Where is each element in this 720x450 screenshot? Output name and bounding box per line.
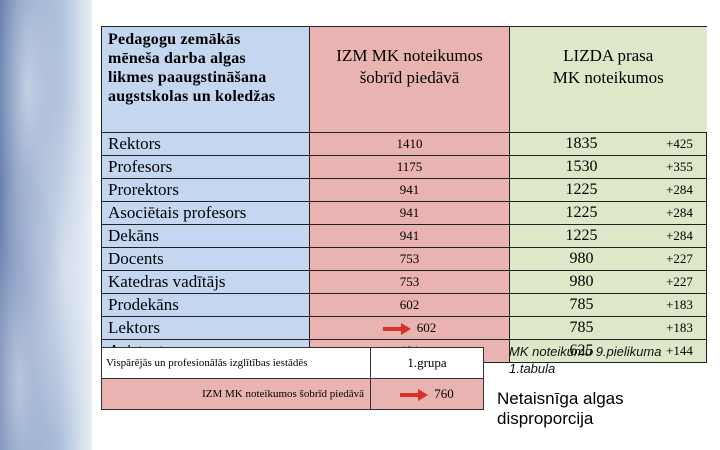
group-table: Vispārējās un profesionālās izglītības i… — [101, 347, 484, 410]
slide-title: Netaisnīga algas disproporcija — [497, 389, 624, 429]
red-arrow-icon — [382, 323, 411, 336]
diff-cell: +355 — [653, 155, 707, 179]
salary-table: Pedagogu zemākās mēneša darba algas likm… — [101, 26, 707, 363]
table-caption: MK noteikumu 9.pielikuma 1.tabula — [509, 343, 661, 377]
izm-cell: 753 — [309, 270, 510, 294]
salary-table-header: Pedagogu zemākās mēneša darba algas likm… — [101, 26, 707, 133]
lizda-cell: 980 — [509, 247, 653, 271]
lizda-cell: 1225 — [509, 201, 653, 225]
lizda-cell: 785 — [509, 293, 653, 317]
group-table-row: Vispārējās un profesionālās izglītības i… — [101, 347, 484, 379]
lizda-cell: 1530 — [509, 155, 653, 179]
izm-cell: 602 — [309, 316, 510, 340]
table-row: Prodekāns 602 785 +183 — [101, 293, 707, 317]
table-row: Profesors 1175 1530 +355 — [101, 155, 707, 179]
lizda-cell: 625 — [509, 339, 653, 363]
header-position-line: likmes paaugstināšana — [108, 69, 267, 86]
table-row: Dekāns 941 1225 +284 — [101, 224, 707, 248]
position-cell: Katedras vadītājs — [101, 270, 310, 294]
lizda-cell: 1225 — [509, 178, 653, 202]
title-line: Netaisnīga algas — [497, 389, 624, 408]
diff-cell: +284 — [653, 178, 707, 202]
table-row: Docents 753 980 +227 — [101, 247, 707, 271]
group-label: IZM MK noteikumos šobrīd piedāvā — [101, 378, 371, 410]
table-row: Katedras vadītājs 753 980 +227 — [101, 270, 707, 294]
table-row: Lektors 602 785 +183 — [101, 316, 707, 340]
lizda-cell: 785 — [509, 316, 653, 340]
table-row: Asociētais profesors 941 1225 +284 — [101, 201, 707, 225]
group-value: 1.grupa — [370, 347, 484, 379]
title-line: disproporcija — [497, 409, 594, 428]
marble-background — [0, 0, 92, 450]
izm-cell: 1175 — [309, 155, 510, 179]
position-cell: Profesors — [101, 155, 310, 179]
header-izm: IZM MK noteikumos šobrīd piedāvā — [309, 26, 510, 133]
header-position-line: augstskolas un koledžas — [108, 88, 276, 105]
header-position: Pedagogu zemākās mēneša darba algas likm… — [101, 26, 310, 133]
izm-cell: 941 — [309, 178, 510, 202]
izm-cell: 602 — [309, 293, 510, 317]
position-cell: Prorektors — [101, 178, 310, 202]
table-row: Prorektors 941 1225 +284 — [101, 178, 707, 202]
table-row: Rektors 1410 1835 +425 — [101, 132, 707, 156]
diff-cell: +284 — [653, 201, 707, 225]
lizda-cell: 1835 — [509, 132, 653, 156]
group-value-cell: 760 — [370, 378, 484, 410]
lizda-cell: 1225 — [509, 224, 653, 248]
diff-cell: +425 — [653, 132, 707, 156]
position-cell: Prodekāns — [101, 293, 310, 317]
position-cell: Lektors — [101, 316, 310, 340]
header-lizda: LIZDA prasa MK noteikumos — [509, 26, 707, 133]
position-cell: Rektors — [101, 132, 310, 156]
position-cell: Asociētais profesors — [101, 201, 310, 225]
group-label: Vispārējās un profesionālās izglītības i… — [101, 347, 371, 379]
header-lizda-line: MK noteikumos — [552, 68, 664, 87]
diff-cell: +227 — [653, 247, 707, 271]
caption-line: 1.tabula — [509, 361, 556, 376]
group-value: 760 — [434, 386, 454, 401]
red-arrow-icon — [400, 389, 429, 402]
header-izm-line: IZM MK noteikumos — [336, 46, 483, 65]
caption-line: MK noteikumu 9.pielikuma — [509, 344, 662, 359]
header-lizda-line: LIZDA prasa — [563, 46, 654, 65]
izm-cell: 941 — [309, 224, 510, 248]
izm-cell: 1410 — [309, 132, 510, 156]
header-izm-line: šobrīd piedāvā — [359, 68, 460, 87]
diff-cell: +183 — [653, 293, 707, 317]
izm-value: 602 — [416, 320, 437, 335]
diff-cell: +183 — [653, 316, 707, 340]
lizda-cell: 980 — [509, 270, 653, 294]
diff-cell: +227 — [653, 270, 707, 294]
izm-cell: 941 — [309, 201, 510, 225]
header-position-line: Pedagogu zemākās — [108, 31, 241, 48]
diff-cell: +284 — [653, 224, 707, 248]
position-cell: Docents — [101, 247, 310, 271]
header-position-line: mēneša darba algas — [108, 50, 246, 67]
diff-cell: +144 — [653, 339, 707, 363]
position-cell: Dekāns — [101, 224, 310, 248]
group-table-row: IZM MK noteikumos šobrīd piedāvā 760 — [101, 378, 484, 410]
izm-cell: 753 — [309, 247, 510, 271]
